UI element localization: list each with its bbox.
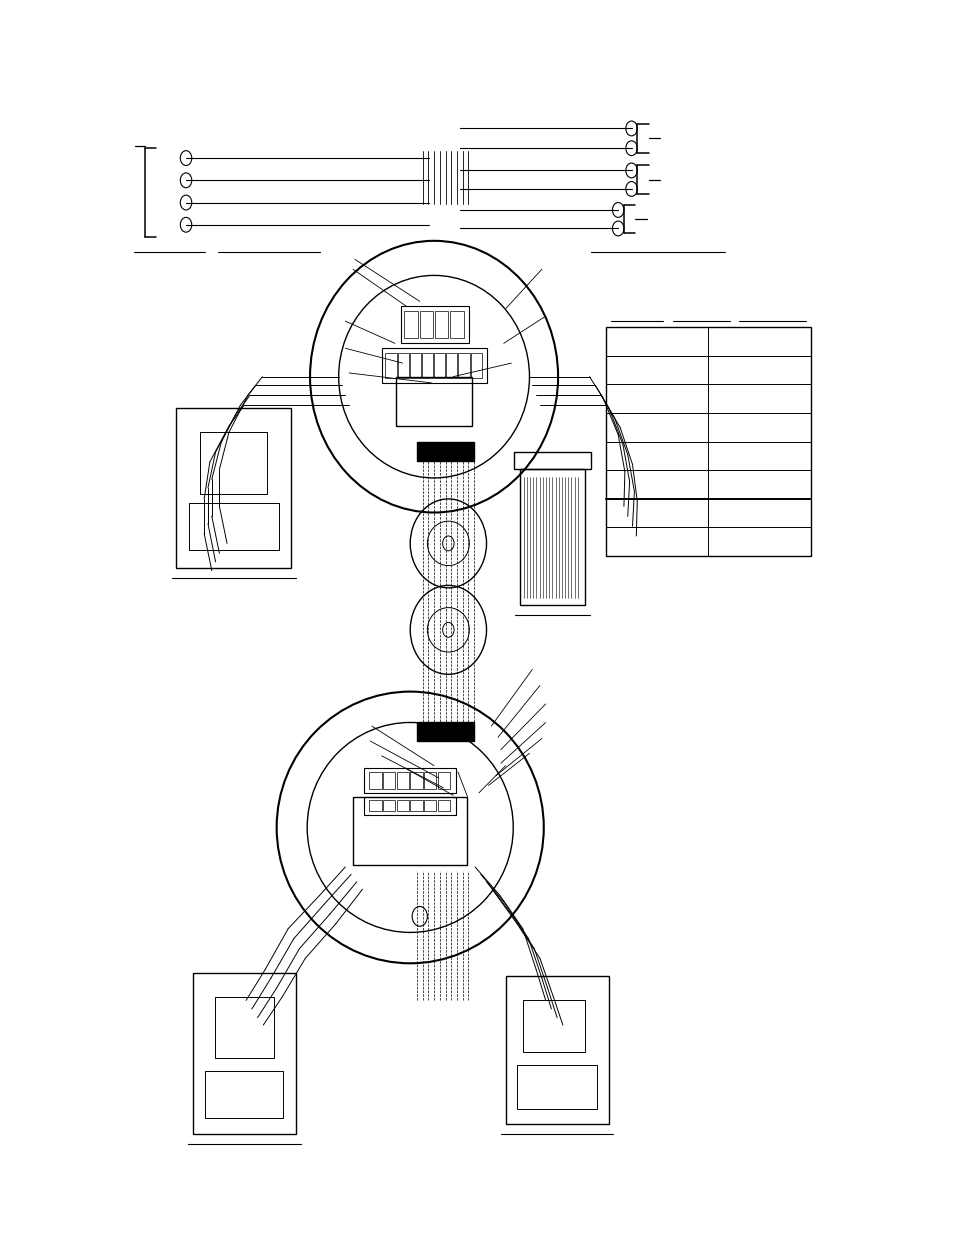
Bar — [437, 772, 450, 789]
Bar — [395, 377, 472, 426]
Bar — [435, 311, 448, 338]
Bar — [450, 311, 463, 338]
Bar — [176, 408, 291, 568]
Bar — [517, 1065, 597, 1109]
Bar — [605, 327, 810, 556]
Bar — [410, 800, 422, 811]
Bar — [385, 353, 396, 378]
Bar — [381, 348, 486, 383]
Bar — [458, 353, 469, 378]
Bar — [410, 353, 420, 378]
Bar — [410, 772, 422, 789]
Bar — [434, 353, 445, 378]
Bar — [205, 1071, 283, 1118]
Bar — [416, 722, 474, 741]
Bar — [514, 452, 590, 469]
Bar — [416, 442, 474, 461]
Bar — [364, 797, 456, 815]
Bar — [382, 772, 395, 789]
Bar — [193, 973, 295, 1134]
Bar — [404, 311, 417, 338]
Bar — [369, 800, 381, 811]
Bar — [382, 800, 395, 811]
Bar — [505, 976, 608, 1124]
Bar — [423, 800, 436, 811]
Bar — [397, 353, 408, 378]
Bar — [364, 768, 456, 793]
Bar — [353, 797, 467, 864]
Bar — [396, 800, 409, 811]
Bar — [369, 772, 381, 789]
Bar — [522, 1000, 584, 1052]
Bar — [519, 469, 584, 605]
Bar — [396, 772, 409, 789]
Bar — [446, 353, 456, 378]
Bar — [214, 997, 274, 1058]
Bar — [437, 800, 450, 811]
Bar — [470, 353, 481, 378]
Bar — [200, 432, 267, 494]
Bar — [421, 353, 433, 378]
Bar — [189, 503, 278, 550]
Bar — [419, 311, 433, 338]
Bar — [400, 306, 469, 343]
Bar — [423, 772, 436, 789]
